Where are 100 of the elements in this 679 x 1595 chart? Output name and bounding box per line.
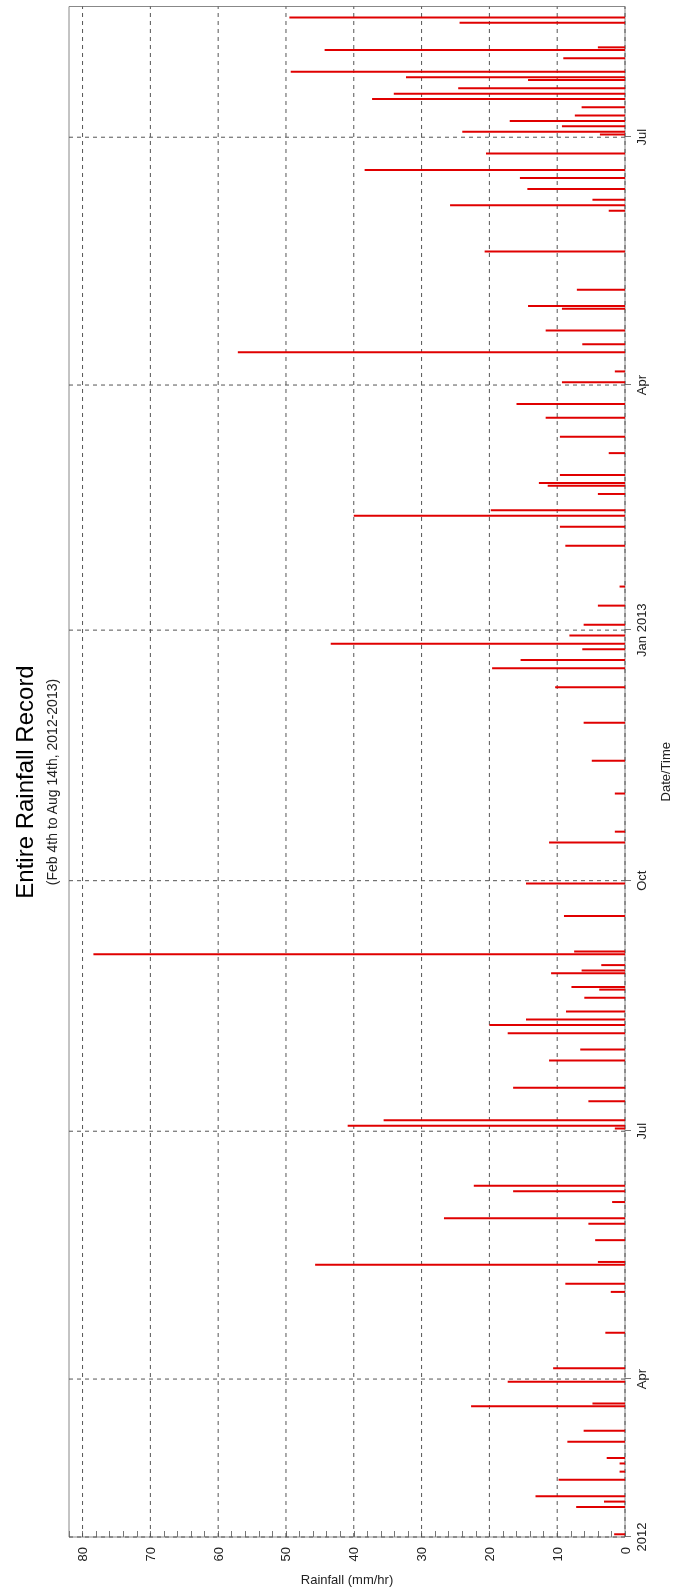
bar [393,92,625,95]
x-tick-label: 40 [346,1547,362,1562]
bar [619,1470,625,1473]
bar [519,177,625,180]
bar [405,76,625,79]
x-tick-label: 60 [210,1547,226,1562]
bar [565,544,625,547]
bar [583,721,625,724]
bar [559,435,625,438]
bar [549,841,625,844]
bar [610,1290,625,1293]
bar [595,1239,625,1242]
bar [526,1018,625,1021]
y-axis-title: Date/Time [658,742,673,802]
bar [545,329,625,332]
bar [490,509,625,512]
bar [584,996,625,999]
bar [330,642,625,645]
bar [527,187,625,190]
bar [580,1048,625,1051]
bar [614,370,625,373]
bar [608,209,625,212]
bar [576,1506,625,1509]
bar [353,514,625,517]
bar [574,114,625,117]
bar [606,1457,625,1460]
bar [549,1059,625,1062]
y-tick-label: Oct [634,870,649,891]
bar [507,1380,625,1383]
bar [592,198,625,201]
bar [582,648,625,651]
text: Entire Rainfall Record [10,665,38,899]
bar [509,119,625,122]
bar [605,1331,625,1334]
bar [458,87,625,90]
bar [507,1032,625,1035]
x-tick-label: 30 [414,1547,430,1562]
bar [566,1010,625,1013]
bar [383,1119,625,1122]
bar [535,1495,625,1498]
bar [561,381,625,384]
bar [290,70,625,73]
bar [538,482,625,485]
bar [545,416,625,419]
bar [559,525,625,528]
bar [612,1201,625,1204]
bar [315,1263,625,1266]
bar [588,1100,625,1103]
y-tick-label: Jul [634,1122,649,1140]
bar [473,1184,625,1187]
bar [492,667,625,670]
bar [459,21,625,24]
bar [571,985,625,988]
bar [559,473,625,476]
y-tick-label: Jan 2013 [634,603,649,657]
bar [597,492,625,495]
x-tick-label: 0 [617,1547,633,1555]
bar [583,1429,625,1432]
y-tick-label: 2012 [634,1522,649,1552]
bar [608,452,625,455]
bar [614,792,625,795]
bar [372,98,625,101]
x-axis-title: Rainfall (mm/hr) [300,1572,394,1587]
text: (Feb 4th to Aug 14th, 2012-2013) [44,678,60,886]
bar [528,305,625,308]
bar [289,16,625,19]
bar [324,49,625,52]
bar [471,1405,625,1408]
bar [583,623,625,626]
bar [513,1086,625,1089]
bar [614,830,625,833]
x-tick-label: 20 [481,1547,497,1562]
bar [563,915,625,918]
bar [364,168,625,171]
bar [588,1222,625,1225]
bar [558,1478,625,1481]
x-tick-label: 10 [549,1547,565,1562]
bar [462,130,625,133]
x-tick-label: 70 [142,1547,158,1562]
bar [601,964,625,967]
bar [597,604,625,607]
x-tick-label: 80 [75,1547,91,1562]
bar [561,125,625,128]
bar [237,351,625,354]
bar [526,882,625,885]
bar [520,659,625,662]
bar [576,288,625,291]
bar [551,972,625,975]
bar [581,106,625,109]
bar [565,1282,625,1285]
bar [93,953,625,956]
bar [553,1367,625,1370]
x-tick-label: 50 [278,1547,294,1562]
bar [591,759,625,762]
bar [563,57,625,60]
bar [619,585,625,588]
bar [603,1500,625,1503]
bar [486,152,625,155]
y-tick-label: Apr [634,374,649,396]
bar [484,250,625,253]
